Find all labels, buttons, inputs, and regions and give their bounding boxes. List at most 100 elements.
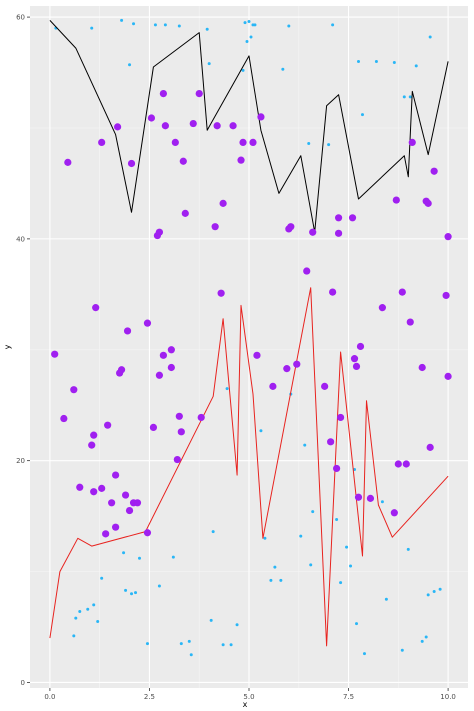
small-point	[72, 634, 76, 638]
small-point	[187, 639, 191, 643]
small-point	[138, 556, 141, 560]
small-point	[362, 652, 366, 656]
small-point	[311, 510, 315, 514]
small-point	[221, 643, 225, 647]
large-point	[88, 441, 96, 449]
small-point	[241, 68, 245, 72]
large-point	[90, 488, 98, 496]
large-point	[177, 428, 185, 436]
small-point	[134, 591, 138, 595]
large-point	[426, 443, 434, 451]
small-point	[279, 578, 283, 582]
large-point	[159, 351, 167, 359]
large-point	[92, 304, 100, 312]
small-point	[92, 603, 96, 607]
small-point	[287, 24, 291, 28]
large-point	[60, 414, 68, 423]
small-point	[259, 429, 263, 433]
small-point	[299, 534, 303, 538]
small-point	[335, 517, 339, 521]
large-point	[237, 156, 245, 164]
small-point	[269, 578, 273, 582]
large-point	[112, 471, 120, 479]
large-point	[117, 366, 126, 374]
large-point	[283, 365, 291, 373]
y-tick-label: 60	[16, 14, 25, 22]
large-point	[219, 199, 227, 207]
small-point	[406, 547, 410, 551]
axes: 0.0 2.5 5.0 7.5 10.0 0 20 40 60	[16, 14, 456, 701]
y-tick-label: 40	[16, 235, 25, 243]
large-point	[442, 291, 450, 300]
large-point	[430, 167, 438, 175]
large-point	[334, 229, 343, 237]
large-point	[70, 386, 78, 394]
large-point	[356, 342, 365, 351]
small-point	[426, 593, 430, 597]
large-point	[348, 214, 357, 222]
small-point	[211, 530, 215, 534]
large-point	[406, 318, 414, 326]
small-point	[263, 536, 267, 540]
small-point	[78, 609, 82, 613]
series-large-points	[51, 90, 452, 538]
large-point	[321, 382, 329, 390]
small-point	[408, 95, 412, 99]
small-point	[157, 584, 161, 588]
x-tick-label: 10.0	[440, 693, 456, 701]
large-point	[108, 499, 116, 507]
large-point	[303, 267, 311, 275]
large-point	[179, 157, 187, 165]
large-point	[189, 119, 197, 128]
large-point	[333, 464, 341, 473]
small-point	[100, 576, 104, 580]
small-point	[349, 564, 353, 568]
small-point	[380, 500, 384, 504]
large-point	[211, 223, 219, 231]
x-tick-label: 0.0	[44, 693, 55, 701]
black-line	[49, 20, 449, 233]
large-point	[155, 228, 164, 236]
large-point	[366, 494, 375, 502]
large-point	[123, 327, 132, 335]
large-point	[378, 304, 386, 312]
large-point	[329, 288, 337, 296]
small-point	[345, 545, 349, 549]
series-lines	[49, 20, 449, 647]
small-point	[120, 18, 124, 22]
small-point	[179, 642, 183, 646]
large-point	[161, 122, 169, 130]
large-point	[424, 199, 432, 207]
large-point	[418, 363, 426, 372]
large-point	[90, 431, 98, 439]
large-point	[352, 362, 361, 371]
small-point	[307, 142, 311, 146]
large-point	[143, 529, 152, 537]
large-point	[293, 360, 301, 368]
small-point	[96, 619, 100, 623]
large-point	[408, 138, 416, 146]
small-point	[163, 23, 167, 27]
large-point	[390, 509, 398, 517]
small-point	[229, 643, 233, 647]
large-point	[398, 288, 406, 296]
large-point	[197, 413, 205, 422]
large-point	[125, 506, 134, 515]
small-point	[402, 95, 406, 99]
small-point	[153, 23, 157, 27]
small-point	[374, 59, 378, 63]
large-point	[175, 412, 183, 420]
small-point	[392, 61, 396, 65]
small-point	[225, 387, 229, 391]
small-point	[245, 39, 249, 43]
small-point	[400, 648, 404, 652]
small-point	[357, 59, 360, 63]
large-point	[159, 90, 167, 98]
small-point	[207, 62, 211, 66]
large-point	[64, 158, 72, 166]
small-point	[86, 607, 90, 611]
large-point	[143, 319, 152, 327]
small-point	[273, 565, 277, 569]
small-point	[355, 622, 359, 626]
